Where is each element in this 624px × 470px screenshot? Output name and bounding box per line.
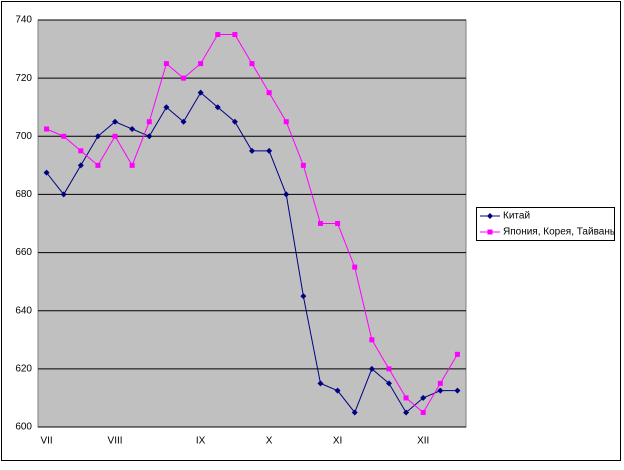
x-tick-label: VIII bbox=[108, 436, 123, 447]
y-tick-label: 700 bbox=[15, 131, 32, 142]
point-marker bbox=[180, 118, 187, 125]
x-tick-label: VII bbox=[40, 436, 52, 447]
point-marker bbox=[197, 89, 204, 96]
point-marker bbox=[198, 61, 204, 67]
x-tick-label: XI bbox=[333, 436, 342, 447]
point-marker bbox=[386, 366, 392, 372]
point-marker bbox=[43, 169, 50, 176]
point-marker bbox=[351, 409, 358, 416]
y-tick-label: 740 bbox=[15, 15, 32, 26]
point-marker bbox=[266, 147, 273, 154]
point-marker bbox=[317, 221, 323, 226]
point-marker bbox=[352, 264, 358, 270]
y-tick-label: 680 bbox=[15, 189, 32, 200]
legend-marker bbox=[487, 213, 493, 219]
legend-label: Китай bbox=[503, 211, 530, 222]
y-tick-label: 720 bbox=[15, 73, 32, 84]
y-tick-label: 660 bbox=[15, 247, 32, 258]
point-marker bbox=[249, 61, 255, 67]
point-marker bbox=[129, 126, 136, 133]
y-tick-label: 640 bbox=[15, 305, 32, 316]
point-marker bbox=[44, 126, 50, 132]
point-marker bbox=[249, 147, 255, 154]
point-marker bbox=[454, 351, 460, 357]
point-marker bbox=[283, 191, 290, 198]
point-marker bbox=[60, 191, 67, 198]
point-marker bbox=[385, 380, 392, 387]
point-marker bbox=[77, 162, 84, 169]
point-marker bbox=[163, 104, 170, 111]
point-marker bbox=[181, 75, 187, 81]
point-marker bbox=[214, 104, 221, 111]
point-marker bbox=[232, 32, 238, 38]
point-marker bbox=[403, 409, 410, 416]
point-marker bbox=[146, 119, 152, 125]
point-marker bbox=[146, 133, 153, 140]
point-marker bbox=[266, 90, 272, 96]
point-marker bbox=[368, 365, 375, 372]
point-marker bbox=[129, 162, 135, 168]
point-marker bbox=[437, 380, 443, 386]
point-marker bbox=[420, 409, 426, 415]
x-tick-label: X bbox=[266, 436, 273, 447]
point-marker bbox=[112, 118, 119, 125]
point-marker bbox=[369, 337, 375, 343]
point-marker bbox=[231, 118, 238, 125]
point-marker bbox=[403, 395, 409, 401]
point-marker bbox=[335, 221, 341, 226]
point-marker bbox=[61, 133, 67, 139]
point-marker bbox=[95, 162, 101, 168]
y-tick-label: 620 bbox=[15, 363, 32, 374]
x-tick-label: IX bbox=[196, 436, 206, 447]
legend-label: Япония, Корея, Тайвань bbox=[503, 227, 615, 238]
point-marker bbox=[317, 380, 324, 387]
plot-area bbox=[37, 19, 467, 428]
point-marker bbox=[78, 148, 84, 154]
point-marker bbox=[112, 133, 118, 139]
point-marker bbox=[437, 387, 444, 394]
x-tick-label: XII bbox=[417, 436, 429, 447]
point-marker bbox=[283, 119, 289, 125]
point-marker bbox=[94, 133, 101, 140]
point-marker bbox=[454, 387, 461, 394]
point-marker bbox=[163, 61, 169, 67]
y-tick-label: 600 bbox=[15, 422, 32, 433]
point-marker bbox=[334, 387, 341, 394]
legend-box bbox=[476, 207, 615, 241]
point-marker bbox=[420, 394, 427, 401]
point-marker bbox=[215, 32, 221, 38]
point-marker bbox=[300, 162, 306, 168]
legend-marker bbox=[487, 229, 493, 235]
point-marker bbox=[300, 293, 307, 300]
legend bbox=[476, 207, 615, 241]
